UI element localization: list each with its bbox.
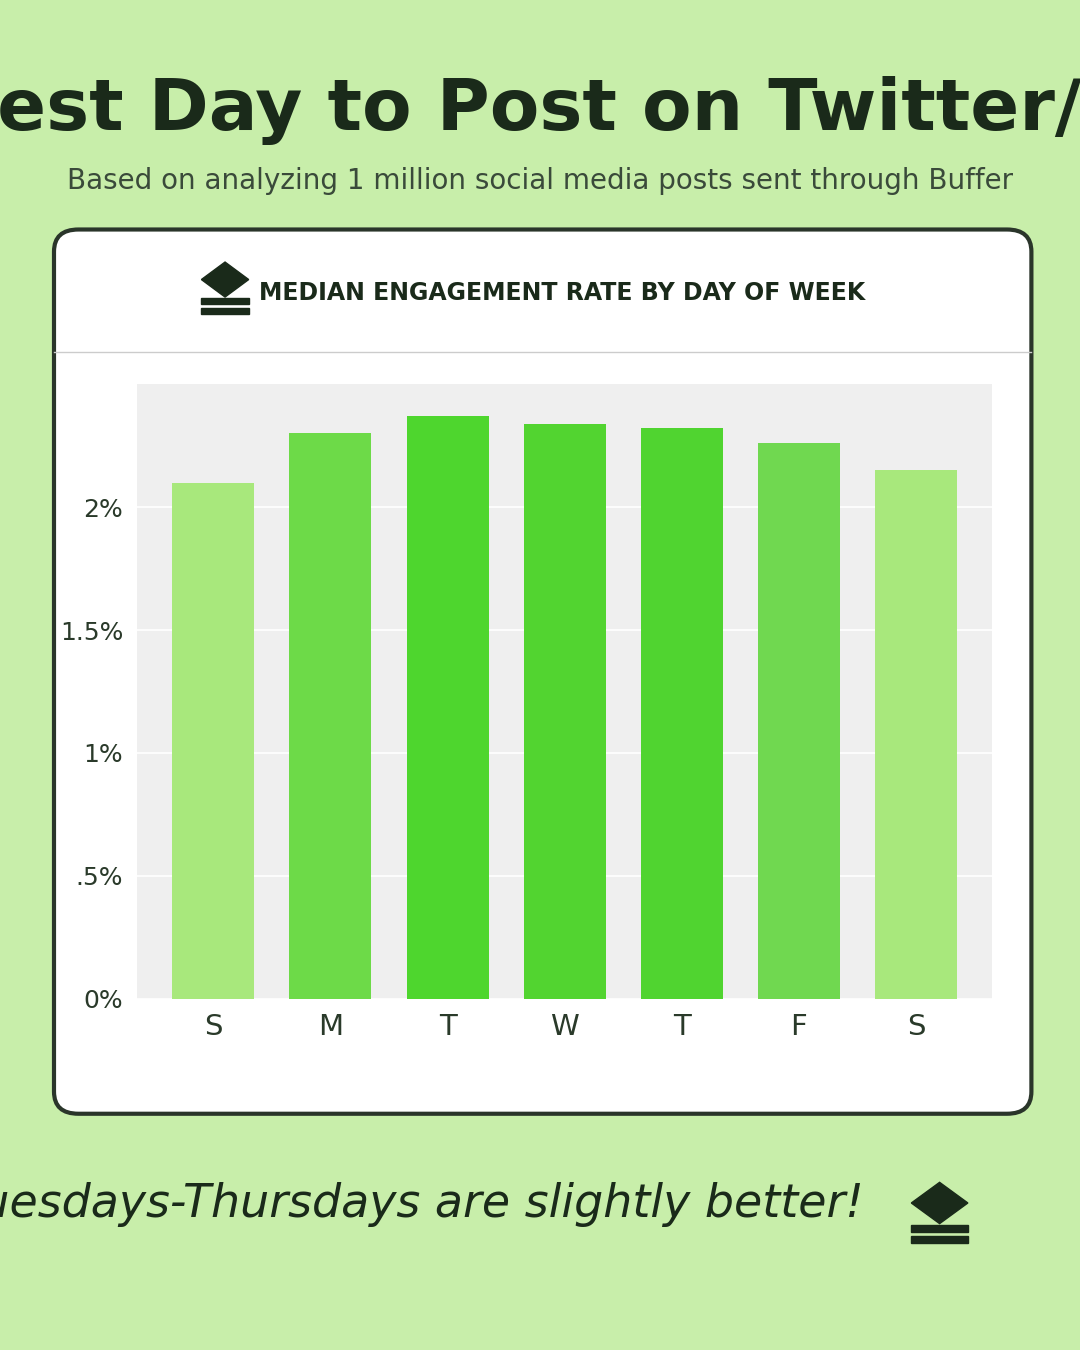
Bar [201,298,248,304]
Bar [201,308,248,313]
Polygon shape [912,1183,968,1223]
Bar [912,1224,968,1231]
Bar [524,424,606,999]
Bar [912,1237,968,1243]
FancyBboxPatch shape [54,230,1031,1114]
Text: Best Day to Post on Twitter/X: Best Day to Post on Twitter/X [0,76,1080,146]
Bar [172,482,254,999]
Text: MEDIAN ENGAGEMENT RATE BY DAY OF WEEK: MEDIAN ENGAGEMENT RATE BY DAY OF WEEK [259,281,865,305]
Bar [289,433,372,999]
Polygon shape [201,262,248,297]
Text: Based on analyzing 1 million social media posts sent through Buffer: Based on analyzing 1 million social medi… [67,167,1013,194]
Bar [758,443,840,999]
Bar [640,428,723,999]
Text: Tuesdays-Thursdays are slightly better!: Tuesdays-Thursdays are slightly better! [0,1181,864,1227]
Bar [875,470,957,999]
Bar [406,416,488,999]
